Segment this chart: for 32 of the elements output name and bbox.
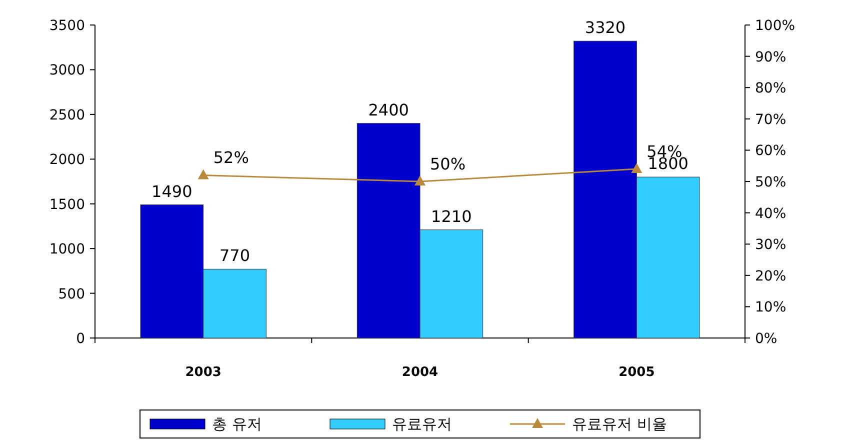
- y-tick-label: 0: [76, 331, 85, 347]
- y2-tick-label: 90%: [755, 49, 786, 66]
- y-tick-label: 500: [58, 286, 85, 302]
- y2-tick-label: 20%: [755, 268, 786, 284]
- data-label: 1490: [152, 182, 192, 201]
- y2-tick-label: 10%: [755, 300, 786, 316]
- legend-label: 총 유저: [212, 415, 262, 433]
- y2-tick-label: 0%: [755, 331, 778, 347]
- y-tick-label: 3500: [49, 18, 85, 34]
- y-tick-label: 2500: [49, 107, 85, 124]
- legend-label: 유료유저 비율: [572, 415, 667, 433]
- data-label: 1210: [431, 206, 472, 226]
- data-label: 3320: [584, 18, 626, 38]
- y2-tick-label: 60%: [755, 143, 786, 160]
- y-tick-label: 1500: [49, 196, 85, 213]
- y2-tick-label: 100%: [755, 18, 796, 34]
- data-label: 770: [219, 246, 250, 266]
- y2-tick-label: 50%: [755, 174, 786, 190]
- legend-label: 유료유저: [392, 415, 452, 433]
- y2-tick-label: 80%: [755, 80, 786, 97]
- y-tick-label: 1000: [49, 242, 85, 258]
- y2-tick-label: 30%: [755, 237, 786, 254]
- y-tick-label: 2000: [49, 152, 85, 168]
- data-label: 52%: [213, 148, 249, 168]
- y2-tick-label: 40%: [755, 206, 786, 222]
- x-tick-label: 2005: [618, 365, 655, 380]
- y2-tick-label: 70%: [755, 112, 786, 128]
- y-tick-label: 3000: [49, 62, 85, 79]
- x-tick-label: 2004: [402, 365, 438, 380]
- x-tick-label: 2003: [185, 365, 222, 380]
- data-label: 2400: [368, 100, 409, 120]
- data-label: 50%: [430, 154, 466, 174]
